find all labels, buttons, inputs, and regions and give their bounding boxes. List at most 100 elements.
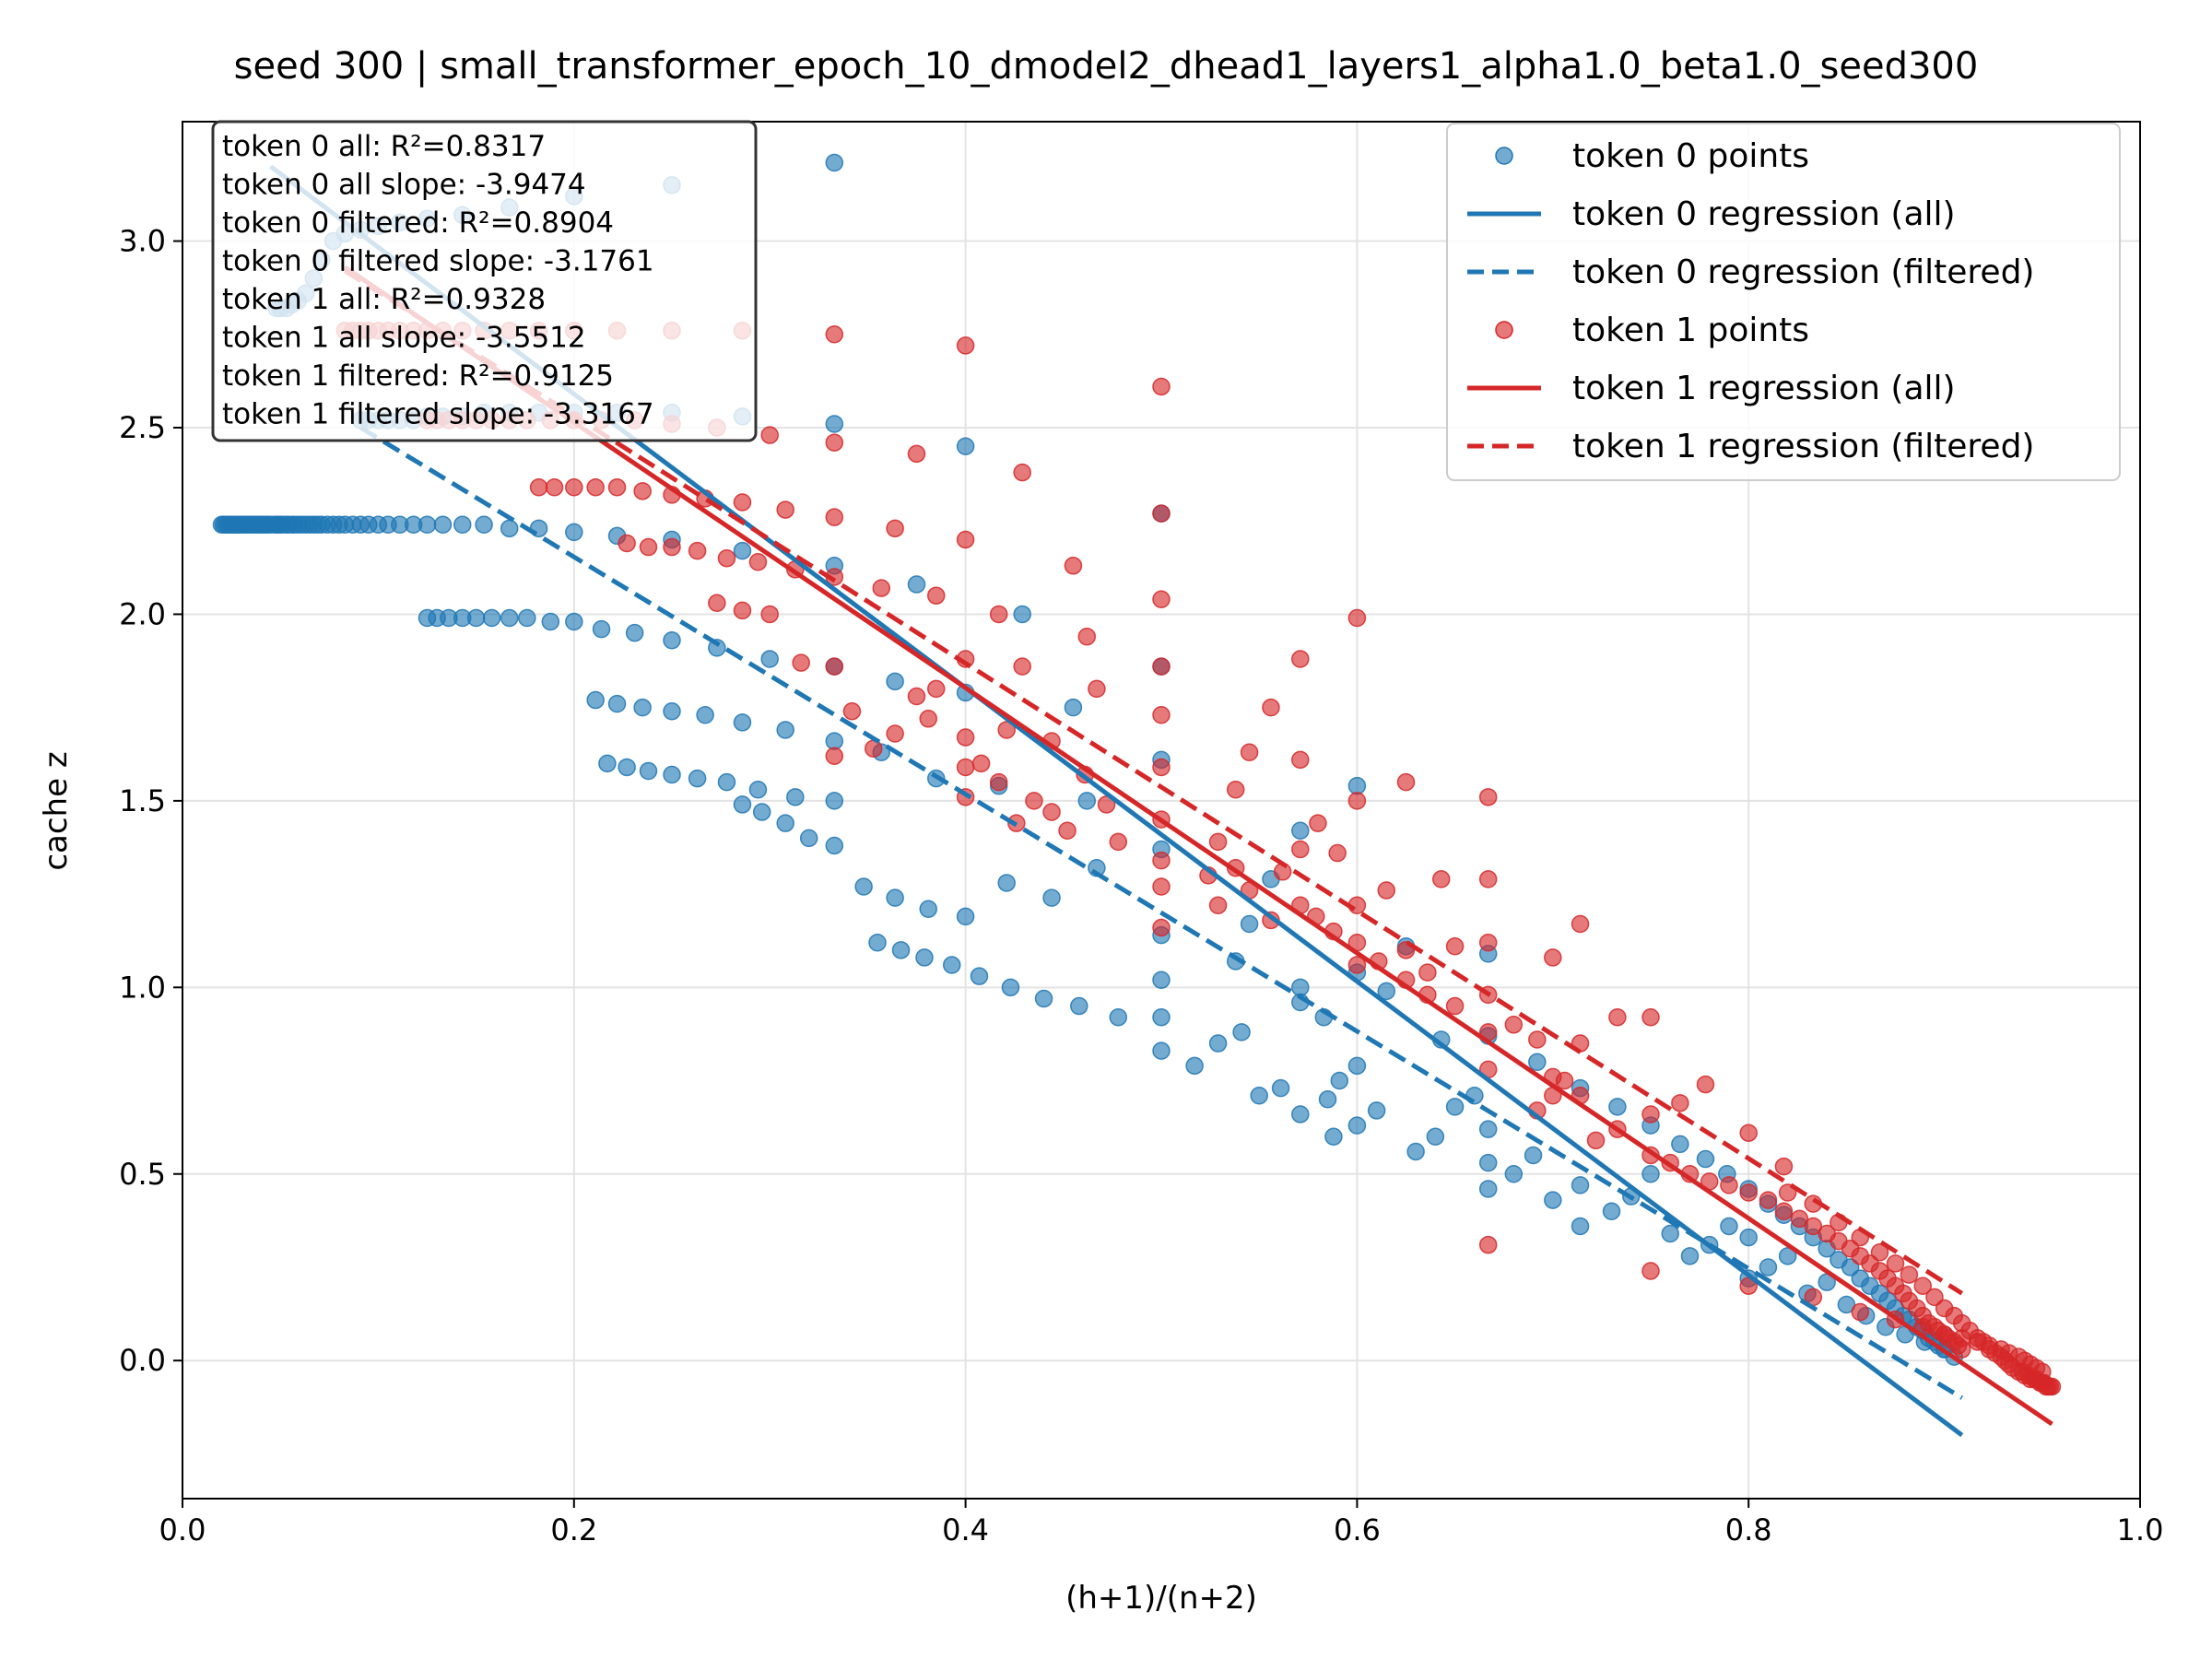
data-point <box>1870 1243 1889 1262</box>
data-point <box>1328 843 1347 863</box>
data-point <box>1528 1030 1547 1049</box>
data-point <box>971 754 991 773</box>
data-point <box>1478 1180 1498 1198</box>
y-tick-label: 2.5 <box>119 410 166 445</box>
stats-box-frame <box>211 120 758 442</box>
data-point <box>1804 1217 1823 1236</box>
regression-line <box>359 425 1964 1400</box>
data-point <box>1641 1262 1660 1280</box>
y-tick-label: 2.0 <box>119 596 166 631</box>
data-point <box>1841 1258 1860 1277</box>
data-point <box>1271 1078 1290 1098</box>
data-point <box>1913 1277 1932 1295</box>
data-point <box>545 478 564 497</box>
data-point <box>1152 504 1171 523</box>
data-point <box>541 612 560 631</box>
legend-label: token 1 points <box>1572 312 1809 349</box>
data-point <box>1262 698 1280 717</box>
data-point <box>1077 627 1097 646</box>
data-point <box>1900 1265 1919 1284</box>
data-point <box>989 772 1008 792</box>
data-point <box>1886 1254 1905 1273</box>
data-point <box>776 500 794 519</box>
data-point <box>639 537 658 557</box>
data-point <box>688 541 707 560</box>
data-point <box>1347 1116 1367 1135</box>
data-point <box>842 701 862 721</box>
data-point <box>1347 1056 1367 1076</box>
data-point <box>776 814 794 832</box>
data-point <box>482 608 501 628</box>
data-point <box>639 761 658 781</box>
data-point <box>1759 1191 1778 1209</box>
data-point <box>1013 463 1031 482</box>
data-point <box>1377 881 1396 900</box>
data-point <box>1524 1146 1543 1165</box>
data-point <box>825 415 844 433</box>
data-point <box>956 530 975 549</box>
legend-label: token 0 points <box>1572 137 1809 175</box>
data-point <box>825 747 844 766</box>
data-point <box>1291 978 1310 997</box>
data-point <box>1478 933 1498 952</box>
data-point <box>1152 1007 1171 1027</box>
data-point <box>1571 1217 1590 1236</box>
y-tick-label: 1.0 <box>119 970 166 1005</box>
y-tick-label: 3.0 <box>119 224 166 259</box>
data-point <box>1720 1217 1738 1236</box>
stats-line: token 0 filtered slope: -3.1761 <box>222 245 654 278</box>
x-tick-label: 1.0 <box>2117 1512 2164 1547</box>
y-tick-label: 0.0 <box>119 1343 166 1378</box>
data-point <box>1152 1041 1171 1060</box>
data-point <box>760 650 779 668</box>
data-point <box>1034 989 1053 1008</box>
data-point <box>886 672 904 691</box>
data-point <box>1152 377 1171 396</box>
data-point <box>825 792 844 810</box>
data-point <box>1586 1131 1606 1150</box>
data-point <box>1291 750 1310 770</box>
data-point <box>565 612 583 631</box>
data-point <box>475 515 493 535</box>
data-point <box>1226 780 1245 799</box>
data-point <box>1109 832 1128 852</box>
data-point <box>1347 608 1367 628</box>
data-point <box>1406 1142 1425 1161</box>
data-point <box>1396 772 1416 792</box>
data-point <box>956 907 975 926</box>
data-point <box>1330 1071 1349 1090</box>
data-point <box>1426 1127 1445 1147</box>
data-point <box>1952 1329 1971 1347</box>
data-point <box>1478 1120 1498 1138</box>
data-point <box>2042 1377 2062 1396</box>
data-point <box>1555 1071 1574 1090</box>
data-point <box>1152 971 1171 989</box>
data-point <box>956 437 975 455</box>
data-point <box>1739 1183 1758 1202</box>
data-point <box>886 724 904 743</box>
data-point <box>1377 982 1396 1001</box>
data-point <box>1042 803 1061 821</box>
data-point <box>1478 870 1498 888</box>
data-point <box>1240 914 1259 934</box>
data-point <box>1418 963 1437 982</box>
data-point <box>688 769 707 788</box>
data-point <box>1347 792 1367 810</box>
data-point <box>586 478 605 497</box>
data-point <box>1739 1124 1758 1142</box>
data-point <box>868 933 887 952</box>
data-point <box>799 829 818 848</box>
data-point <box>1935 1325 1954 1344</box>
x-tick-label: 0.8 <box>1725 1512 1772 1547</box>
data-point <box>1431 870 1451 888</box>
stats-line: token 1 all: R²=0.9328 <box>222 283 546 316</box>
data-point <box>825 657 844 676</box>
data-point <box>1208 1034 1228 1053</box>
data-point <box>1778 1247 1797 1265</box>
data-point <box>1318 1090 1337 1109</box>
data-point <box>886 888 904 907</box>
data-point <box>1608 1007 1627 1027</box>
data-point <box>633 482 652 500</box>
legend-label: token 0 regression (filtered) <box>1572 253 2034 291</box>
